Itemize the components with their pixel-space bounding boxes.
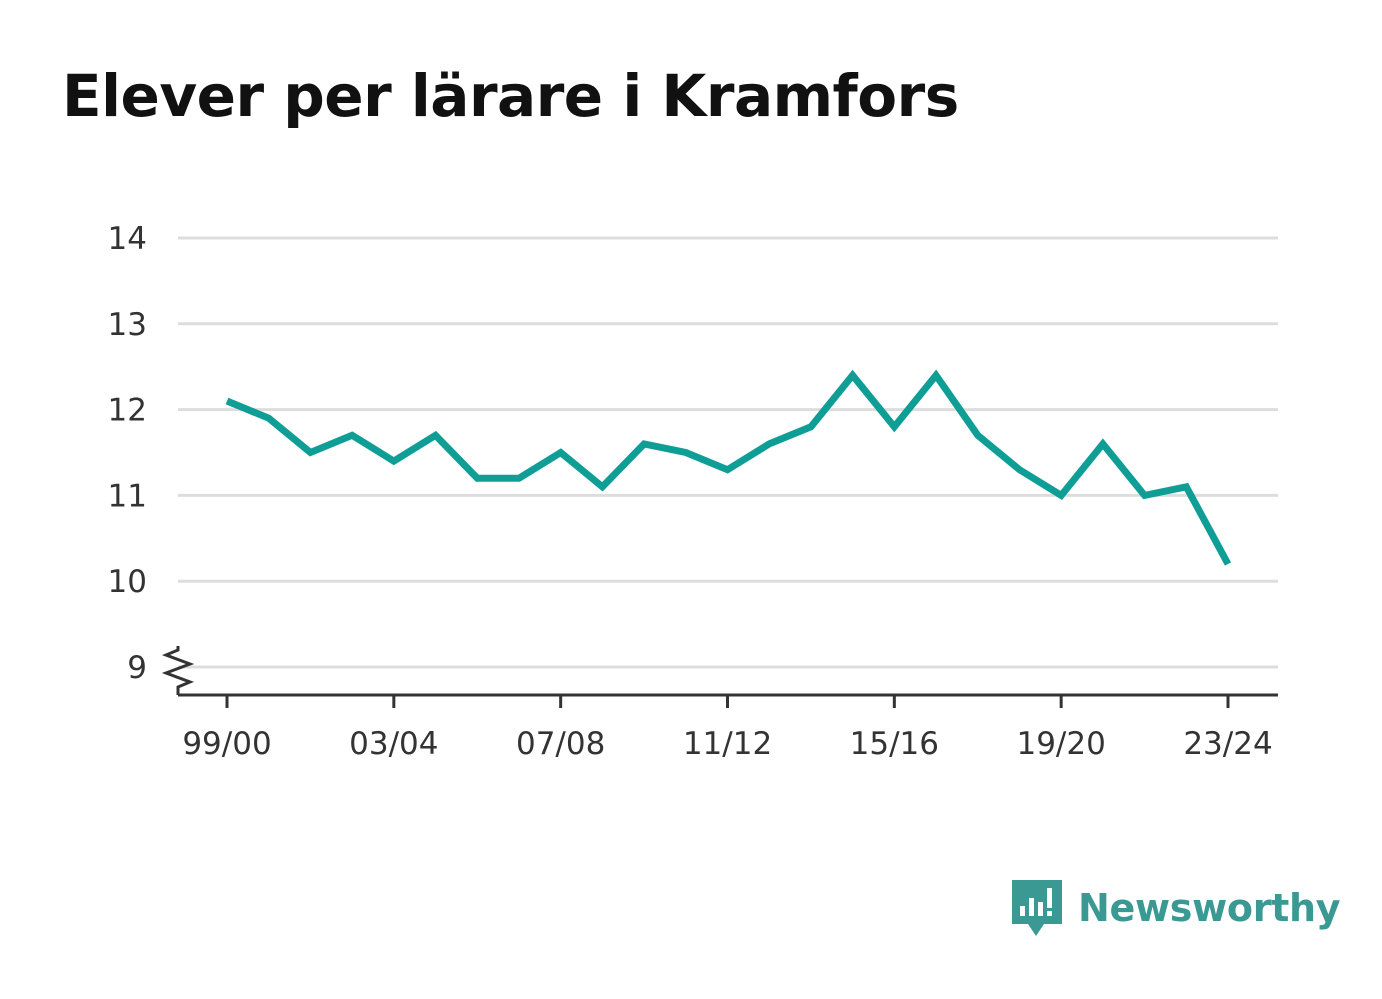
y-tick-label: 12 [108, 393, 147, 429]
x-tick-labels: 99/00 03/04 07/08 11/12 15/16 19/20 23/24 [182, 726, 1272, 762]
y-tick-label: 14 [108, 221, 147, 257]
y-tick-label: 11 [108, 478, 147, 514]
y-tick-labels: 9 10 11 12 13 14 [108, 221, 147, 686]
series-line [225, 369, 1232, 566]
y-tick-label: 10 [108, 564, 147, 600]
axes [161, 646, 1278, 708]
y-tick-label: 13 [108, 307, 147, 343]
grid-lines [178, 236, 1278, 669]
x-tick-label: 15/16 [850, 726, 939, 762]
x-tick-label: 11/12 [683, 726, 772, 762]
x-tick-label: 23/24 [1183, 726, 1272, 762]
series-lines [225, 369, 1232, 566]
x-tick-label: 07/08 [516, 726, 605, 762]
x-tick-label: 19/20 [1016, 726, 1105, 762]
brand-name: Newsworthy [1078, 886, 1341, 930]
x-tick-label: 99/00 [182, 726, 271, 762]
brand-logo: Newsworthy [1010, 878, 1341, 938]
y-tick-label: 9 [127, 650, 147, 686]
x-tick-label: 03/04 [349, 726, 438, 762]
chart-title: Elever per lärare i Kramfors [62, 62, 959, 130]
y-axis-break [161, 646, 195, 695]
newsworthy-logo-icon [1012, 880, 1062, 936]
